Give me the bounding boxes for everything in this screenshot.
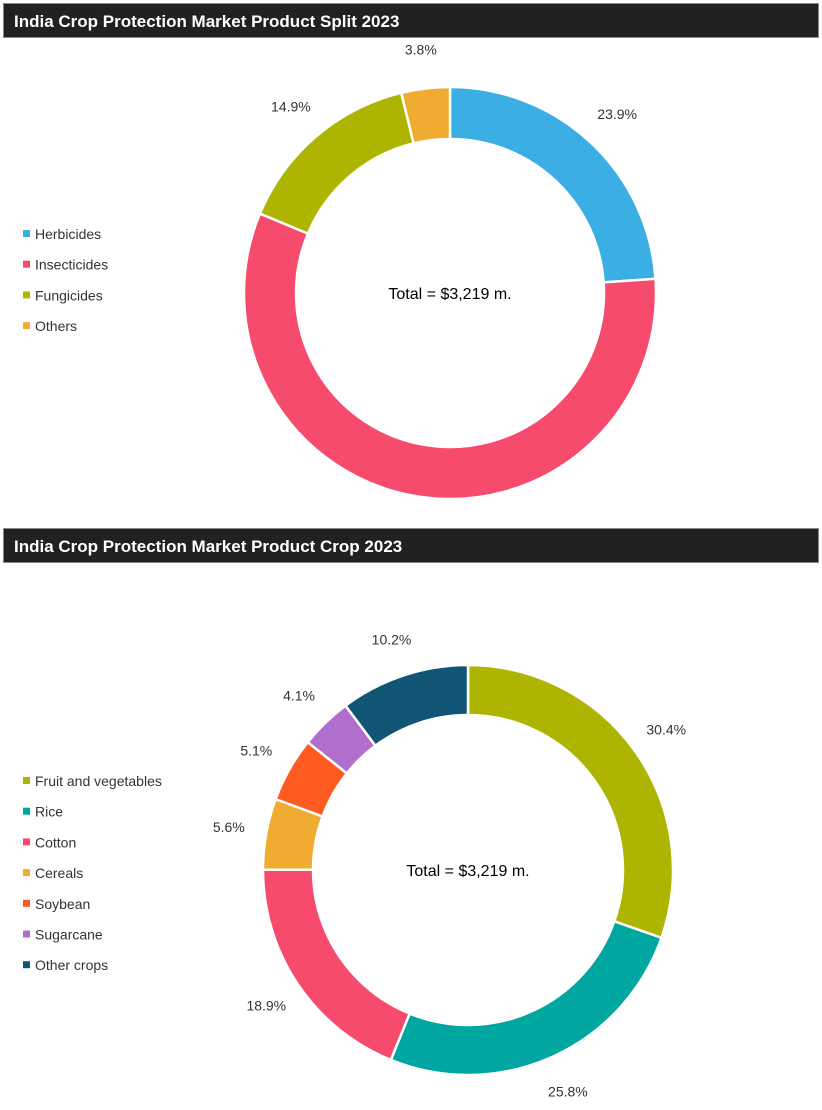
legend-item: Herbicides <box>23 226 101 242</box>
slice-cotton <box>261 868 412 1062</box>
legend-item: Fruit and vegetables <box>23 773 162 789</box>
legend-label: Cereals <box>35 865 83 881</box>
slice-other-crops <box>343 663 470 748</box>
legend-label: Herbicides <box>35 226 101 242</box>
legend-swatch <box>23 899 30 907</box>
slice-fruit-and-vegetables <box>466 663 675 940</box>
data-label: 3.8% <box>405 42 437 58</box>
slice-others <box>399 85 452 145</box>
data-label: 18.9% <box>246 998 286 1014</box>
legend-swatch <box>23 930 30 938</box>
data-label: 4.1% <box>283 687 315 703</box>
legend-swatch <box>23 838 30 846</box>
legend-swatch <box>23 260 30 268</box>
data-label: 23.9% <box>597 106 637 122</box>
legend: Herbicides Insecticides Fungicides Others <box>23 226 108 334</box>
legend-label: Sugarcane <box>35 927 103 943</box>
legend-item: Others <box>23 318 77 334</box>
center-total-label: Total = $3,219 m. <box>406 863 529 880</box>
legend-swatch <box>23 777 30 784</box>
slice-insecticides <box>242 211 658 501</box>
data-label: 14.9% <box>271 99 311 115</box>
legend-item: Fungicides <box>23 287 103 303</box>
data-label: 10.2% <box>372 631 412 647</box>
legend-swatch <box>23 230 30 237</box>
chart-2-title: India Crop Protection Market Product Cro… <box>3 528 819 563</box>
legend-label: Cotton <box>35 834 76 850</box>
legend-item: Soybean <box>23 896 90 912</box>
legend-item: Rice <box>23 804 63 820</box>
data-label: 5.1% <box>240 743 272 759</box>
legend-label: Rice <box>35 804 63 820</box>
legend-label: Fruit and vegetables <box>35 773 162 789</box>
legend-swatch <box>23 869 30 877</box>
legend-label: Insecticides <box>35 257 108 273</box>
legend-item: Sugarcane <box>23 927 103 943</box>
legend-label: Other crops <box>35 957 108 973</box>
legend-label: Others <box>35 318 77 334</box>
data-label: 5.6% <box>213 819 245 835</box>
legend-swatch <box>23 291 30 299</box>
data-label: 30.4% <box>646 721 686 737</box>
legend-label: Soybean <box>35 896 90 912</box>
legend-swatch <box>23 961 30 969</box>
legend-item: Cotton <box>23 834 76 850</box>
legend-swatch <box>23 807 30 815</box>
legend-item: Other crops <box>23 957 108 973</box>
data-label: 25.8% <box>548 1084 588 1100</box>
center-total-label: Total = $3,219 m. <box>388 286 511 303</box>
legend-item: Cereals <box>23 865 83 881</box>
legend-label: Fungicides <box>35 287 103 303</box>
donut-chart-product-split: 23.9%57.4%14.9%3.8%Total = $3,219 m.Herb… <box>23 42 658 501</box>
donut-chart-product-crop: 30.4% 25.8% 18.9% 5.6% 5.1% 4.1% 10.2% Total = … <box>23 631 686 1100</box>
legend-swatch <box>23 322 30 330</box>
chart-1-title: India Crop Protection Market Product Spl… <box>3 3 819 38</box>
legend: Fruit and vegetables Rice Cotton Cereals Soy… <box>23 773 162 973</box>
slice-rice <box>389 919 664 1077</box>
legend-item: Insecticides <box>23 257 108 273</box>
